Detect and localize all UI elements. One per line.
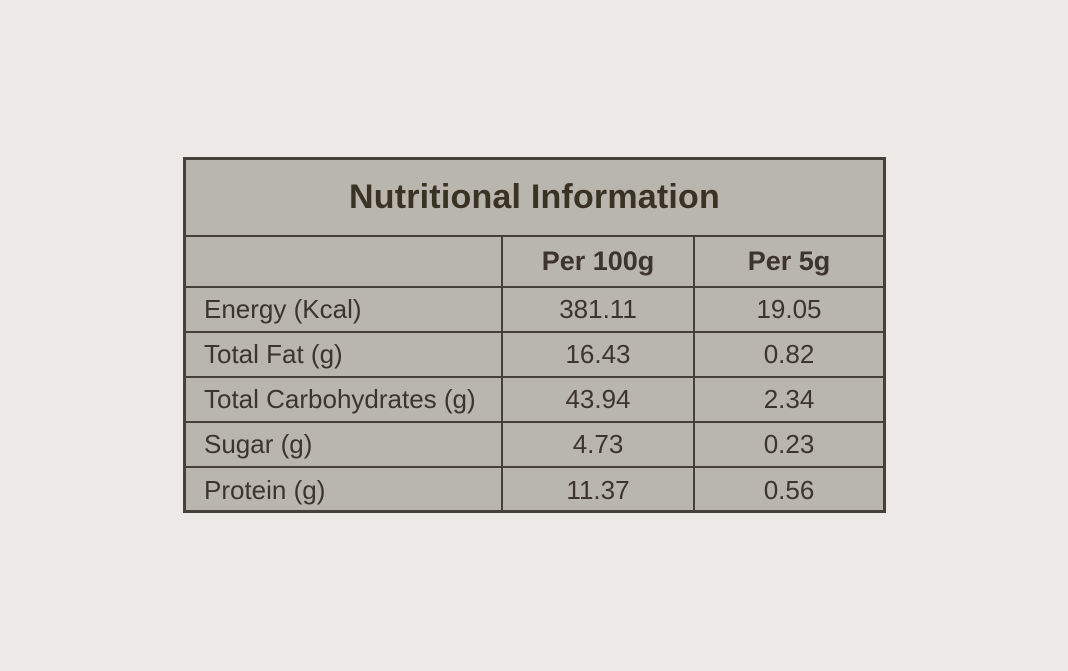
value-per-5g: 0.23: [693, 421, 883, 468]
table-row: Sugar (g) 4.73 0.23: [186, 421, 883, 468]
nutrition-title: Nutritional Information: [186, 160, 883, 237]
nutrition-table: Per 100g Per 5g Energy (Kcal) 381.11 19.…: [186, 237, 883, 512]
table-row: Total Carbohydrates (g) 43.94 2.34: [186, 376, 883, 423]
table-row: Protein (g) 11.37 0.56: [186, 466, 883, 512]
header-per-100g: Per 100g: [501, 237, 695, 288]
row-label: Total Fat (g): [186, 331, 503, 378]
value-per-5g: 0.82: [693, 331, 883, 378]
value-per-100g: 16.43: [501, 331, 695, 378]
row-label: Sugar (g): [186, 421, 503, 468]
value-per-100g: 4.73: [501, 421, 695, 468]
table-header-row: Per 100g Per 5g: [186, 237, 883, 288]
table-row: Energy (Kcal) 381.11 19.05: [186, 286, 883, 333]
row-label: Total Carbohydrates (g): [186, 376, 503, 423]
value-per-100g: 43.94: [501, 376, 695, 423]
value-per-5g: 0.56: [693, 466, 883, 512]
table-row: Total Fat (g) 16.43 0.82: [186, 331, 883, 378]
header-per-5g: Per 5g: [693, 237, 883, 288]
value-per-100g: 11.37: [501, 466, 695, 512]
row-label: Energy (Kcal): [186, 286, 503, 333]
nutrition-facts-panel: Nutritional Information Per 100g Per 5g …: [183, 157, 886, 513]
value-per-100g: 381.11: [501, 286, 695, 333]
row-label: Protein (g): [186, 466, 503, 512]
value-per-5g: 19.05: [693, 286, 883, 333]
value-per-5g: 2.34: [693, 376, 883, 423]
header-blank-cell: [186, 237, 503, 288]
